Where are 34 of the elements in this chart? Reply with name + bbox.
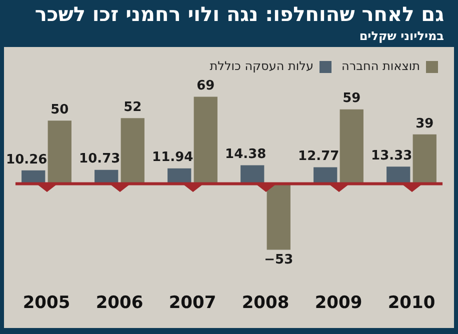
data-label: 59 bbox=[342, 91, 361, 106]
chart-title: גם לאחר שהוחלפו: נגה ולוי רחמני זכו לשכר bbox=[34, 2, 444, 26]
bar bbox=[22, 170, 46, 184]
bar bbox=[266, 183, 290, 250]
data-label: 11.94 bbox=[152, 150, 194, 166]
data-label: 50 bbox=[50, 102, 69, 118]
legend-label: תוצאות החברה bbox=[342, 59, 420, 74]
bar bbox=[194, 96, 218, 184]
x-tick-label: 2010 bbox=[388, 293, 436, 314]
chart-subtitle: במיליוני שקלים bbox=[359, 29, 444, 43]
data-label: 12.77 bbox=[298, 149, 340, 164]
x-tick-label: 2006 bbox=[96, 293, 144, 314]
data-label: −53 bbox=[264, 252, 294, 268]
bar bbox=[168, 168, 192, 184]
bar bbox=[314, 167, 338, 184]
bar bbox=[94, 170, 118, 184]
data-label: 52 bbox=[124, 100, 142, 115]
data-label: 69 bbox=[196, 78, 215, 94]
x-tick-label: 2009 bbox=[314, 293, 362, 314]
data-label: 14.38 bbox=[225, 147, 266, 162]
x-tick-label: 2008 bbox=[242, 293, 290, 314]
bar bbox=[240, 165, 264, 184]
x-tick-label: 2007 bbox=[168, 293, 216, 314]
data-label: 10.26 bbox=[6, 152, 48, 168]
data-label: 10.73 bbox=[79, 152, 120, 167]
bar bbox=[48, 120, 72, 184]
bar bbox=[340, 109, 364, 184]
bar bbox=[412, 134, 436, 184]
x-tick-label: 2005 bbox=[22, 293, 70, 314]
data-label: 13.33 bbox=[371, 148, 412, 164]
legend-label: עלות העסקה כוללת bbox=[210, 59, 314, 74]
bar bbox=[386, 166, 410, 184]
data-label: 39 bbox=[416, 116, 434, 132]
bar bbox=[120, 118, 144, 184]
